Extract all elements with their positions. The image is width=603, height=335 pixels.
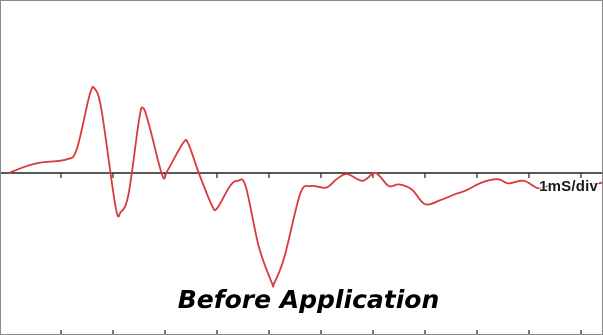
waveform-trace <box>8 86 602 288</box>
time-scale-label: 1mS/div <box>539 178 598 195</box>
chart-title: Before Application <box>177 285 440 314</box>
